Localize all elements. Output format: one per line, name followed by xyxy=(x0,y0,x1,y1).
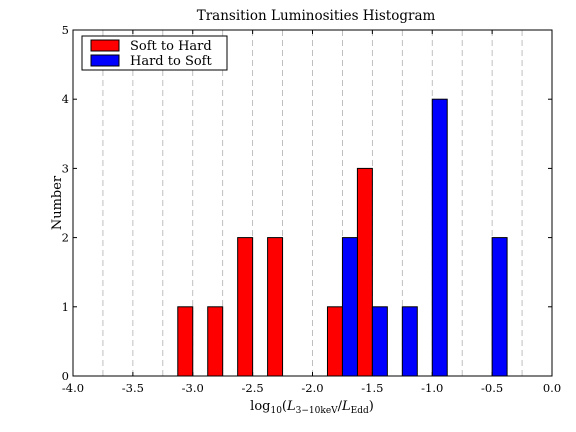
bar-soft-to-hard xyxy=(237,237,254,377)
legend-label-soft-to-hard: Soft to Hard xyxy=(130,39,212,54)
bar-hard-to-soft xyxy=(341,237,358,377)
bar-soft-to-hard xyxy=(177,306,194,377)
legend: Soft to Hard Hard to Soft xyxy=(81,35,228,71)
x-axis-label: log10(L3−10keV/LEdd) xyxy=(250,399,374,416)
y-axis-label: Number xyxy=(50,175,65,230)
axis-ticks: -4.0 -3.5 -3.0 -2.5 -2.0 -1.5 -1.0 -0.5 0.0 0 1 2 3 4… xyxy=(62,23,561,395)
bar-hard-to-soft xyxy=(401,306,418,377)
bar-hard-to-soft xyxy=(491,237,508,377)
y-tick-label: 0 xyxy=(62,369,69,383)
x-tick-label: -1.0 xyxy=(421,381,443,395)
x-tick-label: -4.0 xyxy=(62,381,84,395)
x-tick-label: -0.5 xyxy=(481,381,503,395)
bar-hard-to-soft xyxy=(371,306,388,377)
y-tick-label: 1 xyxy=(62,300,69,314)
y-tick-label: 3 xyxy=(62,161,69,175)
y-tick-label: 4 xyxy=(62,92,69,106)
x-tick-label: -2.5 xyxy=(242,381,264,395)
legend-swatch-soft-to-hard xyxy=(90,39,120,52)
x-tick-label: -3.0 xyxy=(182,381,204,395)
bar-soft-to-hard xyxy=(356,167,373,377)
bar-soft-to-hard xyxy=(326,306,343,377)
x-tick-label: -3.5 xyxy=(122,381,144,395)
x-tick-label: -2.0 xyxy=(301,381,323,395)
legend-swatch-hard-to-soft xyxy=(90,54,120,67)
bar-soft-to-hard xyxy=(207,306,224,377)
bar-hard-to-soft xyxy=(431,98,448,377)
chart-title: Transition Luminosities Histogram xyxy=(197,8,436,24)
y-tick-label: 2 xyxy=(62,231,69,245)
x-tick-label: 0.0 xyxy=(543,381,561,395)
y-tick-label: 5 xyxy=(62,23,69,37)
legend-label-hard-to-soft: Hard to Soft xyxy=(130,54,212,69)
x-tick-label: -1.5 xyxy=(361,381,383,395)
bar-soft-to-hard xyxy=(267,237,284,377)
grid-lines xyxy=(102,30,523,376)
